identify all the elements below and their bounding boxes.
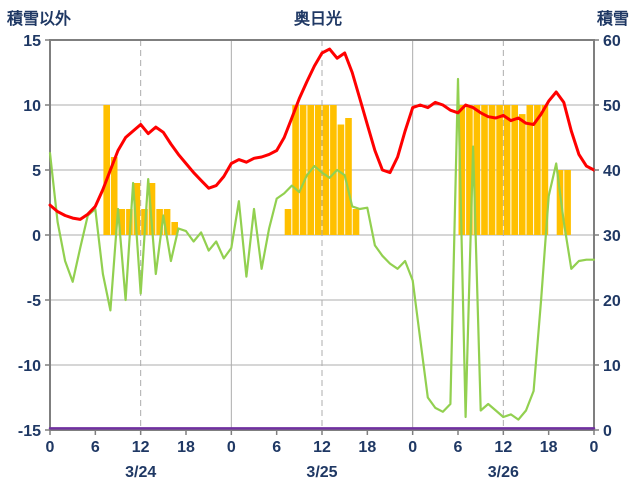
svg-text:60: 60: [603, 33, 621, 50]
svg-text:12: 12: [313, 439, 331, 456]
svg-text:20: 20: [603, 293, 621, 310]
sunshine-bars-series: [103, 105, 571, 235]
svg-text:50: 50: [603, 98, 621, 115]
svg-text:10: 10: [23, 98, 41, 115]
svg-text:0: 0: [408, 439, 417, 456]
chart-title: 奥日光: [293, 11, 342, 28]
svg-text:0: 0: [603, 423, 612, 440]
svg-text:3/25: 3/25: [306, 464, 337, 481]
svg-text:12: 12: [132, 439, 150, 456]
svg-text:10: 10: [603, 358, 621, 375]
svg-text:18: 18: [177, 439, 195, 456]
svg-text:0: 0: [32, 228, 41, 245]
svg-text:0: 0: [46, 439, 55, 456]
svg-text:6: 6: [91, 439, 100, 456]
green-line-series: [48, 77, 596, 421]
svg-text:0: 0: [590, 439, 599, 456]
svg-text:40: 40: [603, 163, 621, 180]
svg-text:15: 15: [23, 33, 41, 50]
svg-text:18: 18: [540, 439, 558, 456]
svg-text:3/24: 3/24: [125, 464, 156, 481]
svg-text:30: 30: [603, 228, 621, 245]
svg-text:-10: -10: [18, 358, 41, 375]
grid-layer: [50, 40, 594, 430]
svg-text:0: 0: [227, 439, 236, 456]
right-axis-title: 積雪: [596, 11, 629, 28]
left-axis-title: 積雪以外: [7, 11, 72, 28]
svg-text:5: 5: [32, 163, 41, 180]
svg-text:6: 6: [454, 439, 463, 456]
red-line-series: [48, 47, 596, 221]
svg-text:-15: -15: [18, 423, 41, 440]
axis-labels: 0 6 12 18 0 6 12 18 0 6 12 18 0 -15 -10 -5 0 5 10 15 0 10 20 30…: [18, 33, 621, 481]
svg-text:3/26: 3/26: [488, 464, 519, 481]
svg-text:18: 18: [358, 439, 376, 456]
svg-text:12: 12: [494, 439, 512, 456]
svg-text:6: 6: [272, 439, 281, 456]
svg-text:-5: -5: [27, 293, 41, 310]
